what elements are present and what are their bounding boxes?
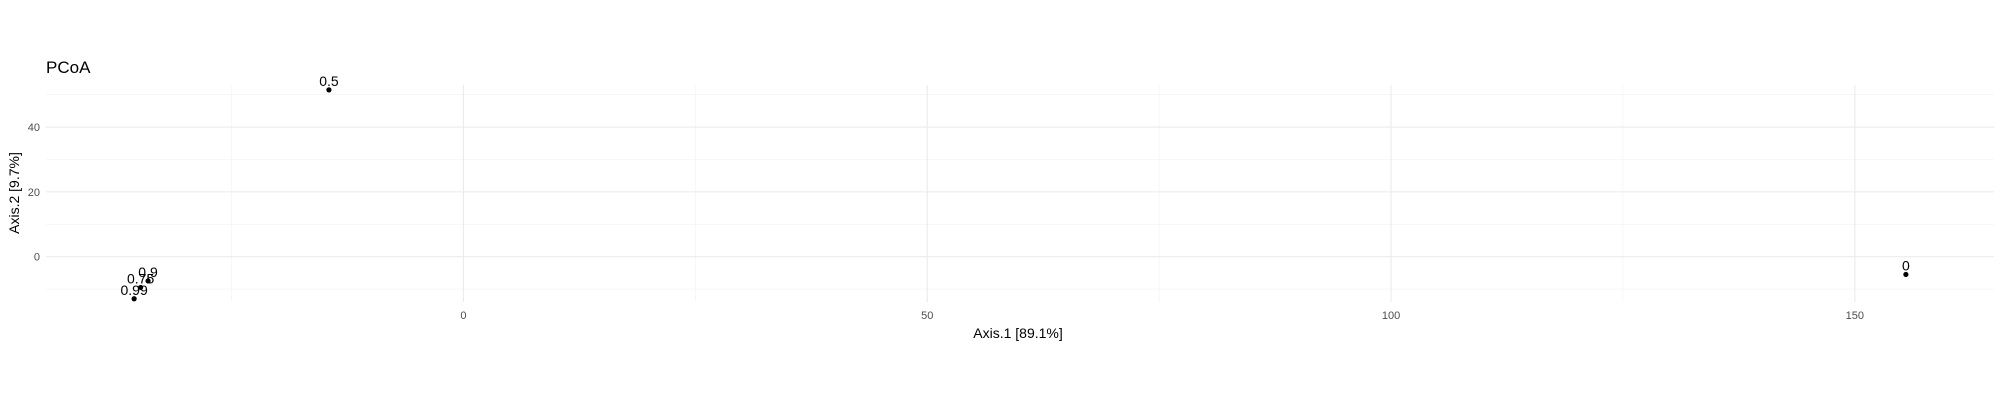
point-labels: 0.5 0 0.90.750.99 [120, 73, 1909, 298]
point-label: 0.9 [138, 264, 158, 280]
data-points [131, 87, 1909, 302]
point-label: 0.99 [120, 282, 147, 298]
x-axis-ticks: 0 50 100 150 [460, 310, 1864, 322]
data-point [138, 284, 144, 291]
point-label: 0 [1902, 257, 1910, 273]
y-axis-ticks: 0 20 40 [28, 122, 40, 264]
point-label: 0.5 [319, 73, 339, 89]
chart-title: PCoA [46, 58, 91, 77]
x-tick-label: 150 [1846, 310, 1864, 322]
data-point [145, 278, 151, 284]
x-tick-label: 100 [1382, 310, 1400, 322]
x-tick-label: 0 [460, 310, 466, 322]
y-tick-label: 0 [34, 252, 40, 264]
data-point [326, 87, 332, 93]
data-point [1903, 271, 1909, 278]
x-tick-label: 50 [921, 310, 933, 322]
minor-gridlines [46, 85, 1994, 302]
data-point [131, 296, 137, 302]
y-tick-label: 40 [28, 122, 40, 134]
point-label: 0.75 [127, 270, 154, 286]
x-axis-title: Axis.1 [89.1%] [973, 325, 1063, 341]
major-gridlines [46, 85, 1994, 302]
y-axis-title: Axis.2 [9.7%] [6, 152, 22, 234]
y-tick-label: 20 [28, 187, 40, 199]
